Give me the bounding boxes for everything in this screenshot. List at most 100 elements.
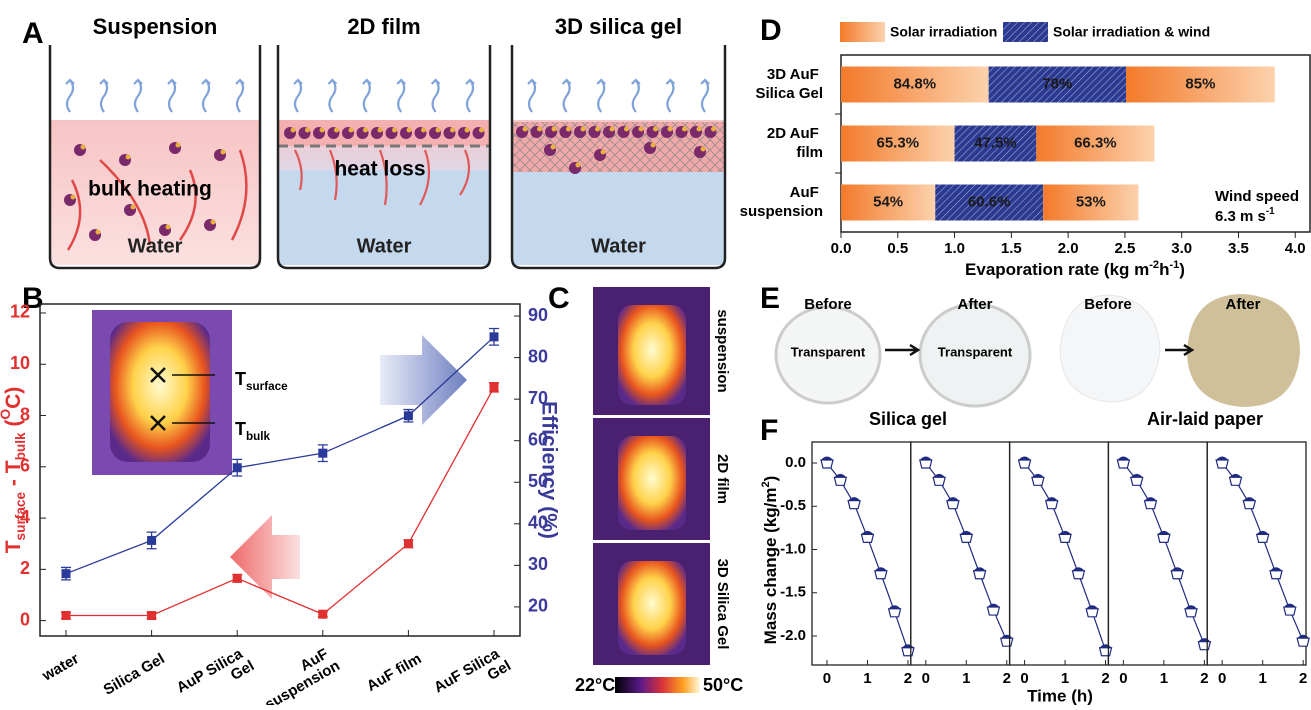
legend-label: Solar irradiation & wind bbox=[1053, 24, 1210, 40]
c-label: 3D Silica Gel bbox=[714, 559, 731, 650]
illustration bbox=[701, 147, 706, 152]
plot-frame bbox=[812, 442, 911, 665]
x-tick-label: 0.0 bbox=[831, 240, 852, 257]
e-label: Before bbox=[1084, 296, 1132, 313]
annotation-part: -1 bbox=[1266, 206, 1275, 217]
inset-label: Tsurface bbox=[235, 369, 288, 393]
marker bbox=[1032, 477, 1044, 485]
series-line bbox=[827, 463, 908, 651]
y-tick-label: -1.5 bbox=[780, 584, 806, 601]
illustration bbox=[236, 80, 244, 112]
x-axis-label: Evaporation rate (kg m-2h-1) bbox=[965, 259, 1185, 280]
illustration bbox=[126, 155, 131, 160]
illustration bbox=[328, 80, 336, 112]
illustration bbox=[436, 128, 441, 133]
series-line bbox=[1123, 463, 1204, 645]
x-tick-label: water bbox=[39, 650, 82, 685]
scale-min: 22°C bbox=[575, 675, 615, 695]
illustration bbox=[653, 127, 658, 132]
segment-label: 65.3% bbox=[877, 134, 920, 151]
illustration bbox=[651, 143, 656, 148]
marker bbox=[1198, 642, 1210, 650]
marker bbox=[62, 611, 71, 620]
marker bbox=[1117, 460, 1129, 468]
illustration bbox=[71, 195, 76, 200]
x-tick-label: 0.5 bbox=[887, 240, 908, 257]
x-tick-label: AuF film bbox=[364, 650, 424, 695]
illustration bbox=[466, 80, 474, 112]
x-axis-label-part: -2 bbox=[1149, 259, 1159, 271]
x-axis-label: Time (h) bbox=[1027, 686, 1093, 705]
series-line bbox=[1025, 463, 1106, 651]
illustration bbox=[668, 127, 673, 132]
a-title: Suspension bbox=[93, 14, 218, 39]
x-tick-label: AuP Silica Gel bbox=[174, 643, 257, 705]
illustration bbox=[576, 163, 581, 168]
y-tick-label: 2D AuF film bbox=[767, 125, 823, 161]
y-tick-label: 12 bbox=[10, 302, 30, 322]
marker bbox=[960, 534, 972, 542]
illustration bbox=[221, 150, 226, 155]
illustration bbox=[363, 80, 371, 112]
illustration bbox=[110, 322, 210, 462]
illustration bbox=[632, 80, 640, 112]
y2-tick-label: 90 bbox=[528, 305, 548, 325]
a-bulk: bulk heating bbox=[88, 178, 212, 201]
scale-max: 50°C bbox=[703, 675, 743, 695]
y-tick-label: 0 bbox=[20, 609, 30, 629]
segment-label: 66.3% bbox=[1074, 134, 1117, 151]
illustration bbox=[305, 128, 310, 133]
inset-label-part: surface bbox=[246, 380, 288, 393]
inset-label-part: T bbox=[235, 369, 246, 389]
segment-label: 84.8% bbox=[894, 75, 937, 92]
x-tick-label: 4.0 bbox=[1285, 240, 1306, 257]
y2-tick-label: 80 bbox=[528, 346, 548, 366]
annotation-part: Wind speed bbox=[1215, 188, 1299, 205]
marker bbox=[1297, 638, 1309, 646]
illustration bbox=[1165, 345, 1192, 355]
x-axis-label-part: -1 bbox=[1169, 259, 1179, 271]
illustration bbox=[618, 561, 686, 655]
marker bbox=[974, 571, 986, 579]
x-tick-label: 0 bbox=[1119, 670, 1127, 687]
marker bbox=[233, 574, 242, 583]
x-tick-label: 1 bbox=[1061, 670, 1069, 687]
illustration bbox=[479, 128, 484, 133]
e-label: After bbox=[957, 296, 992, 313]
illustration bbox=[380, 335, 467, 425]
x-tick-label: 1 bbox=[962, 670, 970, 687]
y-tick-label: 10 bbox=[10, 353, 30, 373]
marker bbox=[861, 534, 873, 542]
x-axis-label-part: h bbox=[1159, 260, 1169, 279]
illustration bbox=[666, 80, 674, 112]
plot-frame bbox=[1010, 442, 1109, 665]
c-label: suspension bbox=[714, 309, 731, 392]
illustration bbox=[552, 127, 557, 132]
c-label: 2D film bbox=[714, 454, 731, 504]
marker bbox=[1216, 460, 1228, 468]
marker bbox=[1185, 609, 1197, 617]
illustration bbox=[230, 515, 300, 599]
y-axis-label-part: Mass change (kg/m bbox=[761, 488, 780, 645]
panel-label: C bbox=[548, 282, 570, 315]
marker bbox=[404, 539, 413, 548]
illustration bbox=[563, 80, 571, 112]
marker bbox=[1243, 501, 1255, 509]
a-water: Water bbox=[128, 235, 183, 257]
illustration bbox=[166, 225, 171, 230]
y-tick-label: AuF suspension bbox=[740, 184, 823, 220]
x-tick-label: 2 bbox=[1299, 670, 1307, 687]
annotation-part: 6.3 m s bbox=[1215, 208, 1266, 225]
illustration bbox=[595, 127, 600, 132]
illustration bbox=[320, 128, 325, 133]
marker bbox=[1019, 460, 1031, 468]
e-transparent: Transparent bbox=[791, 344, 866, 359]
illustration bbox=[528, 80, 536, 112]
illustration bbox=[601, 150, 606, 155]
y-tick-label: -0.5 bbox=[780, 497, 806, 514]
illustration bbox=[211, 220, 216, 225]
inset-label-part: T bbox=[235, 419, 246, 439]
marker bbox=[1270, 571, 1282, 579]
marker bbox=[318, 610, 327, 619]
illustration bbox=[168, 80, 176, 112]
